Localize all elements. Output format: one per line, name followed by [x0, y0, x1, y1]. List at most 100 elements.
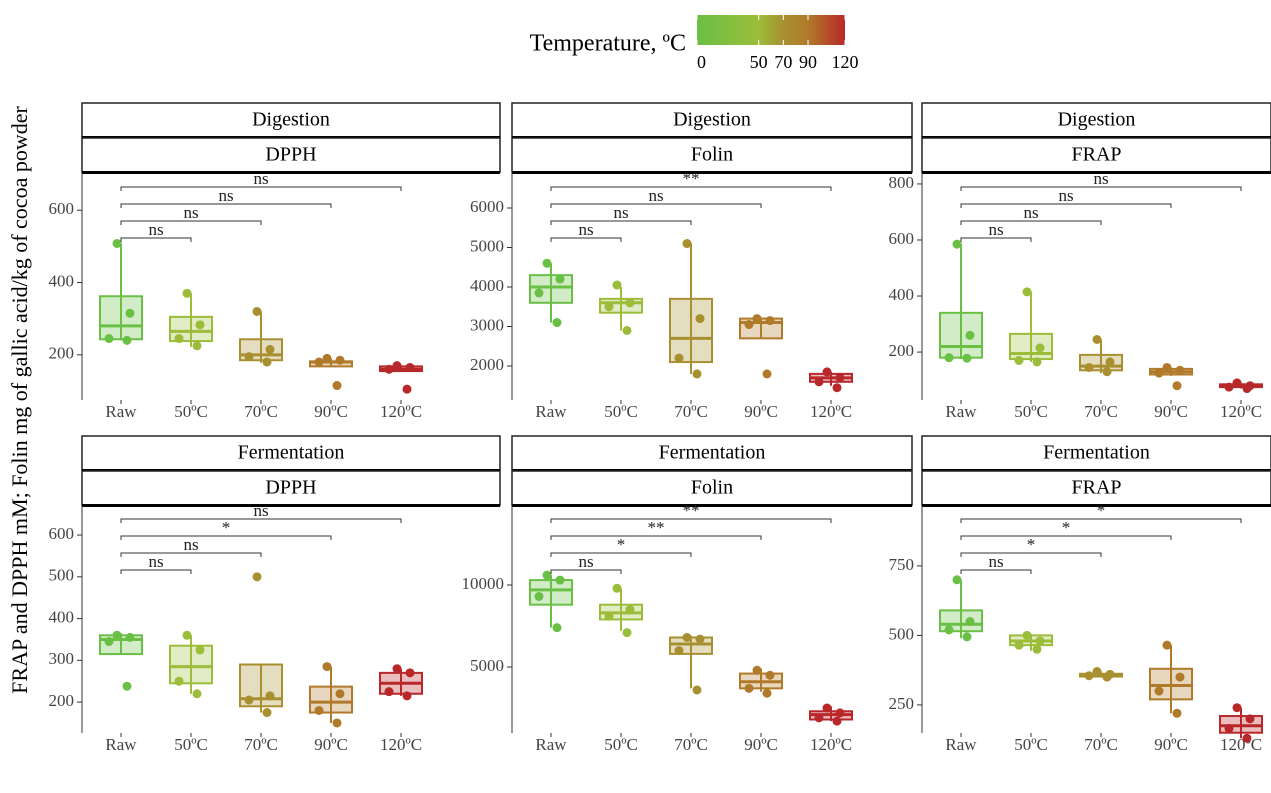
data-point [622, 325, 632, 335]
data-point [332, 718, 342, 728]
data-point [1175, 672, 1185, 682]
comparison-bracket [960, 518, 1242, 523]
data-point [1014, 355, 1024, 365]
colorbar-label: 90 [799, 52, 817, 72]
x-tick-label: 90ºC [1154, 402, 1188, 421]
data-point [174, 334, 184, 344]
facet-strip [81, 137, 501, 173]
data-point [1175, 365, 1185, 375]
legend-title: Temperature, ºC [530, 31, 686, 57]
data-point [604, 302, 614, 312]
comparison-bracket [960, 552, 1102, 557]
data-point [952, 575, 962, 585]
data-point [612, 280, 622, 290]
facet-strip [81, 470, 501, 506]
data-point [314, 705, 324, 715]
comparison-label: ** [683, 169, 700, 188]
facet-label: Folin [691, 477, 733, 499]
data-point [1232, 378, 1242, 388]
y-tick-label: 200 [889, 341, 915, 360]
comparison-label: ns [578, 552, 593, 571]
facet-label: Digestion [252, 109, 330, 131]
colorbar-label: 70 [774, 52, 792, 72]
comparison-bracket [120, 552, 262, 557]
x-tick-label: 50ºC [604, 402, 638, 421]
data-point [332, 381, 342, 391]
y-tick-label: 200 [49, 344, 75, 363]
comparison-label: ** [648, 518, 665, 537]
facet-label: Digestion [673, 109, 751, 131]
box [99, 295, 143, 341]
x-tick-label: 120ºC [1220, 735, 1262, 754]
y-tick-label: 6000 [470, 197, 504, 216]
facet-strip [511, 102, 913, 138]
y-tick-label: 2000 [470, 355, 504, 374]
data-point [104, 334, 114, 344]
data-point [195, 645, 205, 655]
data-point [1084, 362, 1094, 372]
comparison-bracket [960, 186, 1242, 191]
data-point [1032, 644, 1042, 654]
facet-label: Fermentation [238, 442, 345, 464]
comparison-label: ns [218, 186, 233, 205]
data-point [392, 361, 402, 371]
x-tick-label: 70ºC [1084, 735, 1118, 754]
facet-strip [81, 102, 501, 138]
comparison-label: ** [683, 501, 700, 520]
x-tick-label: 120ºC [810, 402, 852, 421]
data-point [1035, 636, 1045, 646]
data-point [174, 676, 184, 686]
data-point [765, 670, 775, 680]
x-tick-label: 70ºC [1084, 402, 1118, 421]
colorbar-label: 50 [750, 52, 768, 72]
box [529, 579, 573, 606]
data-point [1102, 367, 1112, 377]
data-point [314, 357, 324, 367]
data-point [335, 355, 345, 365]
data-point [265, 691, 275, 701]
comparison-bracket [960, 237, 1032, 242]
comparison-label: * [1027, 535, 1036, 554]
data-point [182, 630, 192, 640]
comparison-bracket [550, 569, 622, 574]
x-tick-label: 50ºC [1014, 735, 1048, 754]
comparison-label: ns [613, 203, 628, 222]
data-point [625, 605, 635, 615]
data-point [622, 628, 632, 638]
data-point [555, 575, 565, 585]
x-tick-label: Raw [105, 735, 137, 754]
data-point [1224, 382, 1234, 392]
comparison-bracket [120, 569, 192, 574]
x-tick-label: 50ºC [174, 735, 208, 754]
data-point [1224, 724, 1234, 734]
facet-strip [511, 470, 913, 506]
data-point [744, 320, 754, 330]
data-point [192, 341, 202, 351]
comparison-bracket [960, 220, 1102, 225]
comparison-label: ns [253, 501, 268, 520]
x-tick-label: 90ºC [1154, 735, 1188, 754]
comparison-bracket [550, 203, 762, 208]
data-point [384, 364, 394, 374]
comparison-bracket [960, 569, 1032, 574]
comparison-bracket [550, 186, 832, 191]
data-point [125, 308, 135, 318]
data-point [625, 298, 635, 308]
facet-strip [81, 435, 501, 471]
comparison-label: ns [988, 220, 1003, 239]
facet-label: FRAP [1071, 477, 1121, 499]
x-tick-label: 50ºC [1014, 402, 1048, 421]
y-tick-label: 500 [889, 624, 915, 643]
facet-strip [921, 470, 1271, 506]
facet-strip [921, 137, 1271, 173]
data-point [534, 288, 544, 298]
x-tick-label: 90ºC [314, 735, 348, 754]
y-tick-label: 600 [49, 199, 75, 218]
comparison-label: ns [253, 169, 268, 188]
comparison-label: ns [1093, 169, 1108, 188]
facet-strip [921, 435, 1271, 471]
data-point [262, 357, 272, 367]
data-point [112, 238, 122, 248]
x-tick-label: 90ºC [744, 735, 778, 754]
data-point [674, 646, 684, 656]
